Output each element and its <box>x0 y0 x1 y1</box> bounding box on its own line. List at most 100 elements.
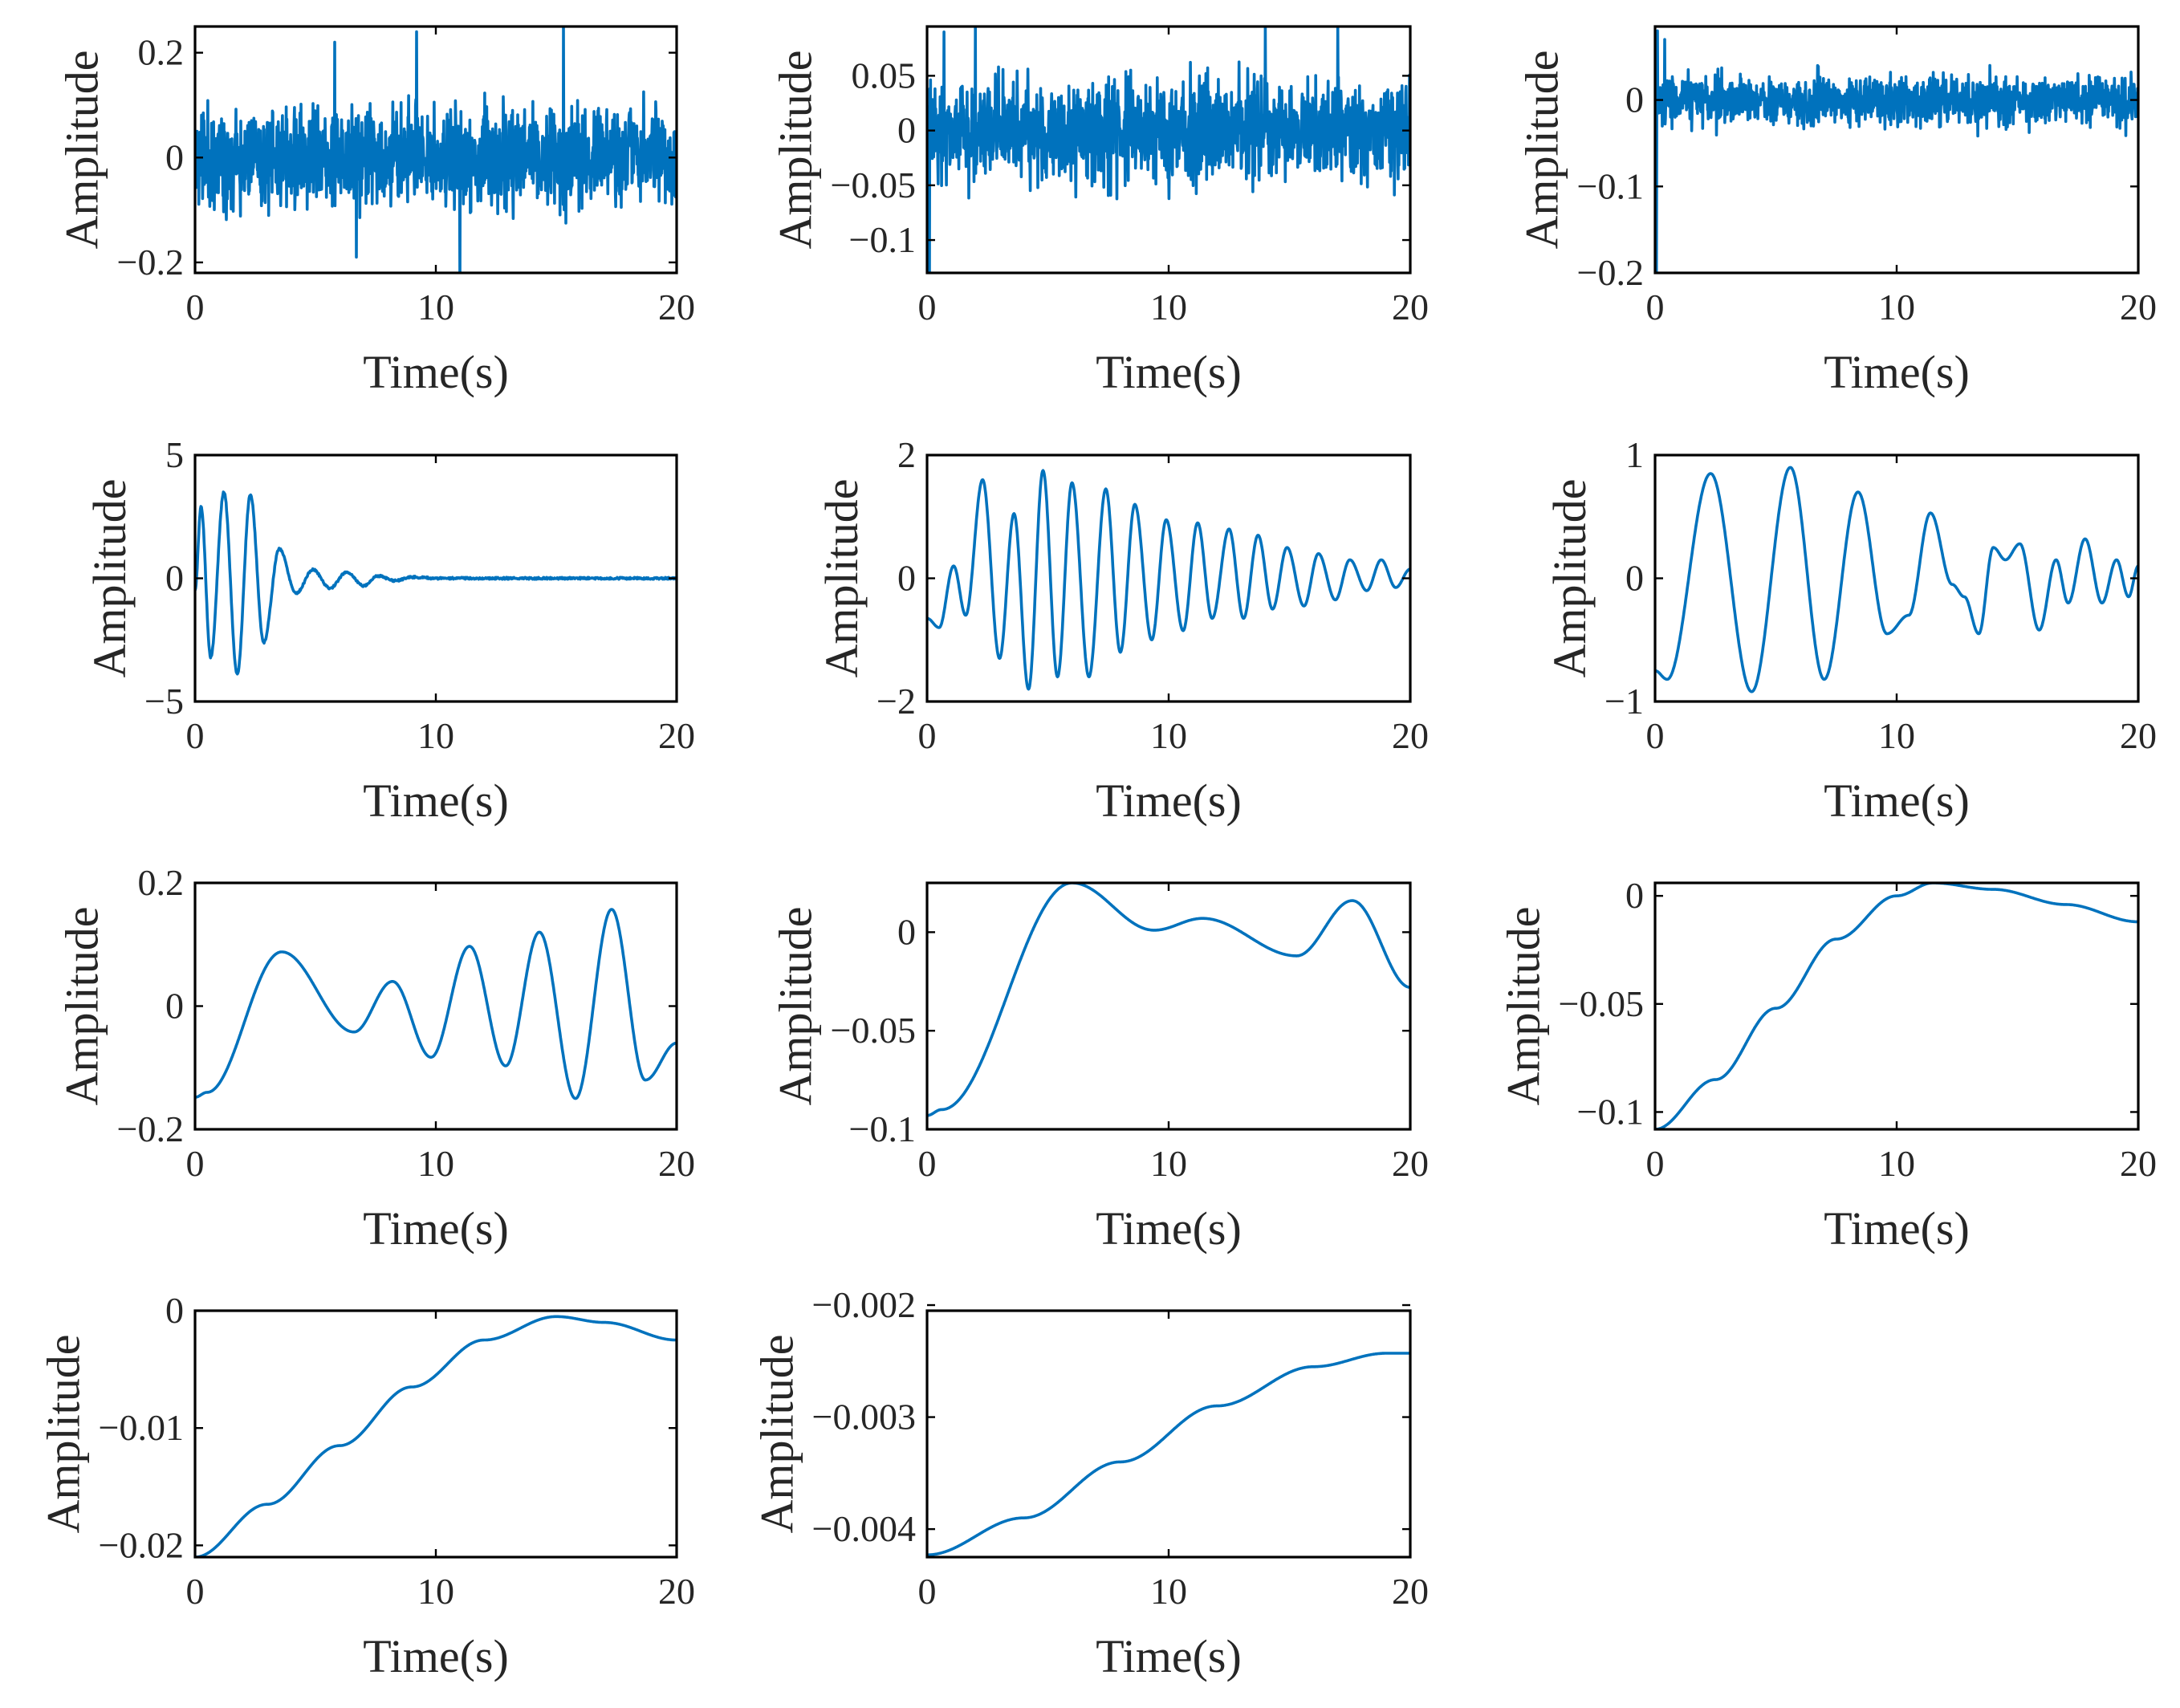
x-tick-label: 0 <box>918 1143 937 1184</box>
x-tick-label: 0 <box>1646 715 1665 756</box>
x-tick-label: 10 <box>1150 1571 1187 1612</box>
x-tick-label: 20 <box>658 1143 695 1184</box>
x-axis-label: Time(s) <box>1824 1202 1970 1255</box>
y-tick-label: −0.2 <box>1577 252 1644 293</box>
x-axis-label: Time(s) <box>1096 1630 1242 1682</box>
y-tick-label: 1 <box>1625 434 1644 475</box>
x-tick-label: 10 <box>417 1571 454 1612</box>
axes-box-imf5 <box>925 453 1412 703</box>
x-tick-label: 20 <box>1392 287 1429 327</box>
y-tick-label: −0.05 <box>831 165 916 205</box>
subplot-imf8: 0 10 20 −0.1 −0.05 0 Time(s) Amplitude <box>770 881 1429 1255</box>
y-tick-label: −0.002 <box>812 1284 916 1325</box>
x-tick-label: 20 <box>1392 715 1429 756</box>
x-tick-label: 20 <box>2120 287 2157 327</box>
x-tick-label: 10 <box>1878 715 1915 756</box>
axes-box-imf8 <box>925 881 1412 1131</box>
y-tick-label: −0.01 <box>99 1407 184 1448</box>
y-tick-label: −0.1 <box>1577 1091 1644 1132</box>
series-line-imf3 <box>1655 29 2138 273</box>
x-tick-label: 20 <box>658 715 695 756</box>
y-tick-label: 0 <box>1625 558 1644 599</box>
x-tick-label: 0 <box>186 1143 205 1184</box>
x-tick-label: 0 <box>186 715 205 756</box>
y-tick-label: 0.2 <box>138 32 185 73</box>
subplot-imf11: 0 10 20 −0.004 −0.003 −0.002 Time(s) Amplitude <box>751 1284 1429 1682</box>
x-tick-label: 0 <box>918 715 937 756</box>
y-tick-label: −0.1 <box>1577 165 1644 206</box>
y-tick-label: 0 <box>165 986 184 1027</box>
axes-box-imf7 <box>193 881 678 1131</box>
y-axis-label: Amplitude <box>56 906 108 1105</box>
y-tick-label: −0.1 <box>849 219 916 260</box>
x-axis-label: Time(s) <box>363 1630 509 1682</box>
series-line-imf6 <box>1655 466 2138 693</box>
x-tick-label: 10 <box>417 1143 454 1184</box>
y-tick-label: −0.05 <box>831 1010 916 1051</box>
series-line-imf10 <box>195 1315 677 1557</box>
x-tick-label: 20 <box>1392 1571 1429 1612</box>
y-tick-label: −5 <box>144 681 184 722</box>
x-axis-label: Time(s) <box>1096 775 1242 827</box>
y-axis-label: Amplitude <box>770 906 822 1105</box>
x-tick-label: 0 <box>918 287 937 327</box>
y-axis-label: Amplitude <box>1498 906 1550 1105</box>
x-axis-label: Time(s) <box>1824 775 1970 827</box>
series-line-imf2 <box>927 26 1410 273</box>
y-axis-label: Amplitude <box>1543 478 1596 677</box>
series-line-imf9 <box>1655 883 2138 1129</box>
y-tick-label: −0.2 <box>117 242 184 283</box>
x-axis-label: Time(s) <box>1096 1202 1242 1255</box>
axes-box-imf10 <box>193 1309 678 1559</box>
y-tick-label: 2 <box>897 434 916 475</box>
y-tick-label: 0.05 <box>852 55 917 96</box>
y-tick-label: −0.1 <box>849 1108 916 1149</box>
y-tick-label: 0 <box>165 136 184 177</box>
x-tick-label: 10 <box>1150 287 1187 327</box>
subplot-imf10: 0 10 20 −0.02 −0.01 0 Time(s) Amplitude <box>38 1290 695 1682</box>
x-axis-label: Time(s) <box>363 775 509 827</box>
y-tick-label: 0 <box>165 558 184 599</box>
x-axis-label: Time(s) <box>1096 346 1242 398</box>
x-tick-label: 20 <box>1392 1143 1429 1184</box>
x-tick-label: 0 <box>1646 287 1665 327</box>
x-tick-label: 20 <box>658 1571 695 1612</box>
x-tick-label: 10 <box>1878 1143 1915 1184</box>
x-tick-label: 0 <box>1646 1143 1665 1184</box>
y-axis-label: Amplitude <box>815 478 868 677</box>
axes-box-imf9 <box>1653 881 2140 1131</box>
x-tick-label: 10 <box>1878 287 1915 327</box>
series-line-imf8 <box>927 883 1410 1117</box>
subplot-imf2: 0 10 20 −0.1 −0.05 0 0.05 Time(s) Amplitude <box>770 25 1429 398</box>
series-line-imf5 <box>927 469 1410 691</box>
axes-box-imf6 <box>1653 453 2140 703</box>
x-tick-label: 20 <box>2120 715 2157 756</box>
y-axis-label: Amplitude <box>56 50 108 249</box>
y-tick-label: 0 <box>1625 79 1644 120</box>
y-axis-label: Amplitude <box>1516 50 1568 249</box>
subplot-imf9: 0 10 20 −0.1 −0.05 0 Time(s) Amplitude <box>1498 875 2157 1255</box>
y-tick-label: 0 <box>1625 875 1644 916</box>
series-line-imf7 <box>195 908 677 1100</box>
axes-box-imf3 <box>1653 25 2140 274</box>
x-axis-label: Time(s) <box>363 1202 509 1255</box>
x-tick-label: 10 <box>417 287 454 327</box>
x-tick-label: 0 <box>186 1571 205 1612</box>
x-tick-label: 10 <box>1150 1143 1187 1184</box>
x-axis-label: Time(s) <box>363 346 509 398</box>
y-tick-label: 0 <box>897 110 916 151</box>
y-tick-label: 0 <box>897 911 916 952</box>
y-axis-label: Amplitude <box>83 478 136 677</box>
y-tick-label: −0.05 <box>1559 983 1644 1024</box>
x-tick-label: 0 <box>918 1571 937 1612</box>
y-axis-label: Amplitude <box>770 50 822 249</box>
y-tick-label: 0 <box>897 558 916 599</box>
y-tick-label: −1 <box>1604 681 1644 722</box>
x-axis-label: Time(s) <box>1824 346 1970 398</box>
